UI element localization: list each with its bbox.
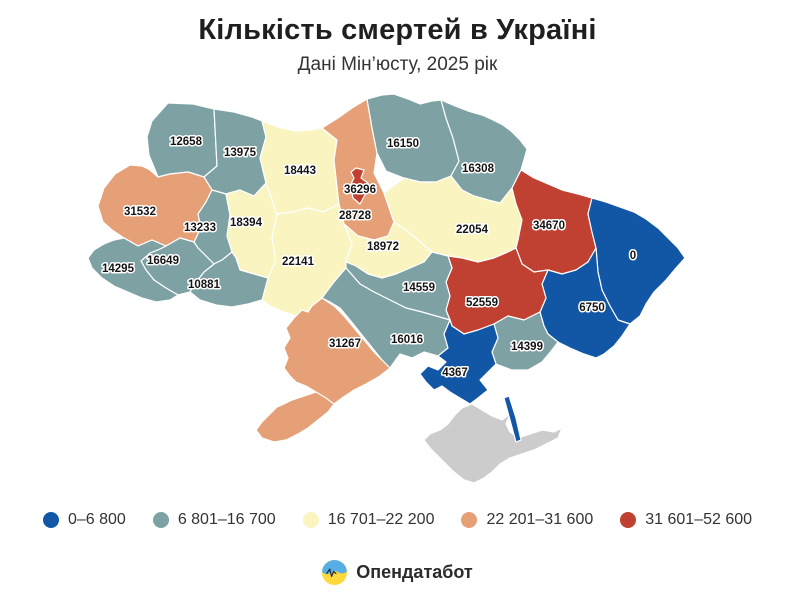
region-value-chernivtsi: 10881 (188, 279, 221, 291)
region-value-poltava: 22054 (456, 224, 489, 236)
opendatabot-logo: Опендатабот (0, 560, 795, 585)
legend-label: 22 201–31 600 (486, 511, 594, 528)
legend-item-blue: 0–6 800 (42, 511, 126, 529)
region-value-sumy: 16308 (462, 163, 495, 175)
legend-swatch-salmon (461, 512, 478, 528)
region-crimea (423, 403, 563, 484)
region-value-volyn: 12658 (170, 136, 203, 148)
region-value-luhansk: 0 (630, 250, 636, 262)
legend-swatch-blue (42, 512, 59, 528)
region-arabat-spit (503, 395, 522, 443)
opendatabot-wordmark: Опендатабот (356, 562, 473, 582)
region-value-vinnytsia: 22141 (282, 256, 315, 268)
legend-item-teal: 6 801–16 700 (152, 511, 276, 529)
legend-label: 31 601–52 600 (645, 511, 753, 528)
legend-item-yellow: 16 701–22 200 (302, 511, 435, 529)
region-value-lviv: 31532 (124, 206, 156, 218)
region-value-cherkasy: 18972 (367, 241, 399, 253)
region-value-odesa: 31267 (329, 338, 361, 350)
page-subtitle: Дані Мін’юсту, 2025 рік (297, 54, 498, 75)
region-zakarpattia (87, 237, 179, 303)
opendatabot-icon (322, 560, 348, 585)
legend-label: 6 801–16 700 (177, 511, 276, 528)
region-value-kirovohrad: 14559 (403, 282, 435, 294)
legend-swatch-teal (152, 512, 169, 528)
region-value-khmelnytskyi: 18394 (230, 217, 263, 229)
legend-label: 16 701–22 200 (327, 511, 435, 528)
page-title: Кількість смертей в Україні (198, 14, 597, 46)
region-value-ternopil: 13233 (184, 222, 216, 234)
region-value-kherson: 4367 (442, 367, 468, 379)
map-labels: 12658 13975 18443 28728 16150 16308 31532 13233… (101, 135, 638, 381)
region-value-rivne: 13975 (224, 147, 257, 159)
region-donetsk (539, 247, 631, 359)
region-odesa (255, 297, 391, 443)
region-value-ivano-frankivsk: 16649 (147, 255, 179, 267)
region-kyiv-city (349, 167, 369, 205)
region-value-mykolaiv: 16016 (391, 334, 423, 346)
region-value-zakarpattia: 14295 (102, 263, 135, 275)
region-value-kyiv-city: 36296 (344, 184, 376, 196)
region-value-zhytomyr: 18443 (284, 165, 316, 177)
legend-swatch-red (620, 512, 637, 528)
region-value-kharkiv: 34670 (533, 220, 565, 232)
region-kherson (419, 319, 499, 405)
region-value-donetsk: 6750 (579, 302, 605, 314)
legend: 0–6 800 6 801–16 700 16 701–22 200 22 20… (0, 511, 795, 529)
region-value-zaporizhzhia: 14399 (511, 341, 543, 353)
region-mykolaiv (321, 267, 451, 369)
region-value-dnipropetrovsk: 52559 (466, 297, 498, 309)
legend-item-red: 31 601–52 600 (620, 511, 752, 529)
legend-label: 0–6 800 (67, 511, 126, 528)
region-value-chernihiv: 16150 (387, 138, 419, 150)
legend-swatch-yellow (302, 512, 319, 528)
region-value-kyiv-oblast: 28728 (339, 210, 372, 222)
map-regions (87, 93, 686, 484)
legend-item-salmon: 22 201–31 600 (461, 511, 593, 529)
